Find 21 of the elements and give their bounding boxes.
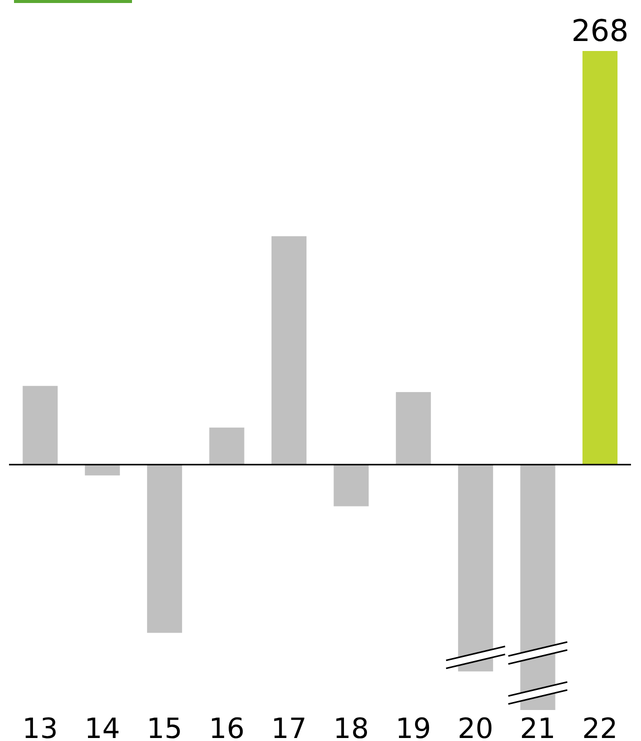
bar — [520, 464, 556, 710]
bar — [84, 464, 120, 476]
x-tick-label: 17 — [271, 712, 307, 741]
x-tick-label: 14 — [84, 712, 120, 741]
bar — [209, 428, 244, 465]
x-tick-label: 21 — [520, 712, 556, 741]
bar — [147, 464, 182, 633]
x-tick-label: 16 — [208, 712, 245, 741]
bar — [582, 51, 618, 465]
x-tick-label: 22 — [582, 712, 618, 741]
x-tick-label: 19 — [395, 712, 432, 741]
bar — [22, 386, 58, 465]
x-tick-label: 18 — [333, 712, 369, 741]
bar — [334, 464, 369, 506]
x-tick-label: 20 — [458, 712, 494, 741]
bar — [458, 464, 494, 672]
x-tick-label: 13 — [22, 712, 58, 741]
bar — [396, 392, 431, 465]
data-label: 268 — [571, 14, 629, 49]
bar — [271, 236, 306, 465]
x-tick-label: 15 — [146, 712, 182, 741]
